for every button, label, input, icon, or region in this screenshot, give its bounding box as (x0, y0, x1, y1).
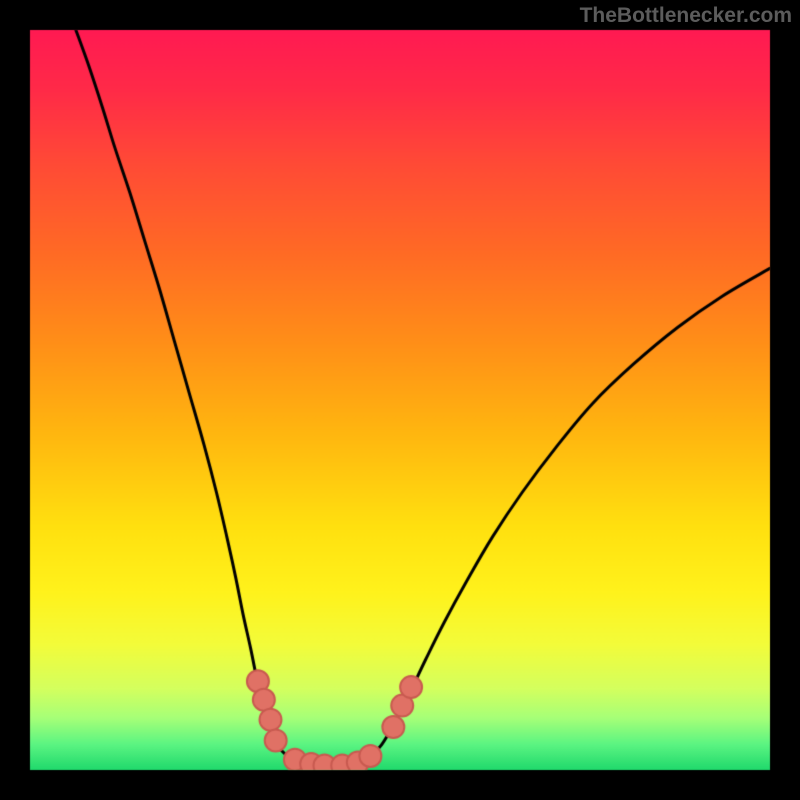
chart-canvas-foreground (0, 0, 800, 800)
chart-stage: TheBottlenecker.com (0, 0, 800, 800)
watermark-label: TheBottlenecker.com (580, 4, 792, 28)
